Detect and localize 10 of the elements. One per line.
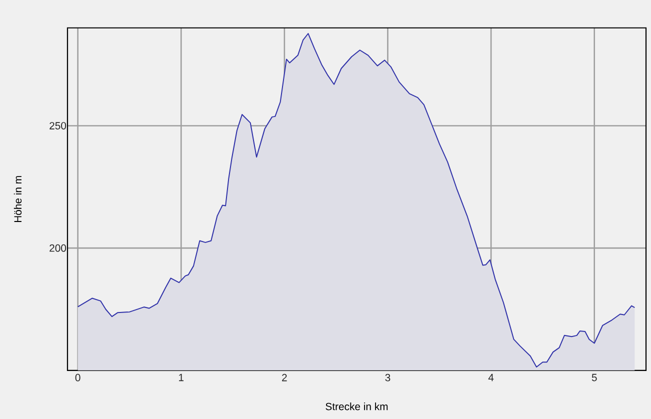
x-tick-label: 0 <box>75 374 80 382</box>
x-tick-label: 3 <box>385 374 390 382</box>
x-tick-label: 2 <box>282 374 287 382</box>
x-tick-label: 1 <box>179 374 184 381</box>
y-axis-title: Höhe in m <box>14 176 22 222</box>
y-tick-label: 200 <box>50 244 66 252</box>
x-axis-title: Strecke in km <box>326 402 388 410</box>
x-tick-label: 4 <box>488 374 494 381</box>
y-tick-label: 250 <box>50 122 66 130</box>
x-tick-label: 5 <box>592 374 597 382</box>
